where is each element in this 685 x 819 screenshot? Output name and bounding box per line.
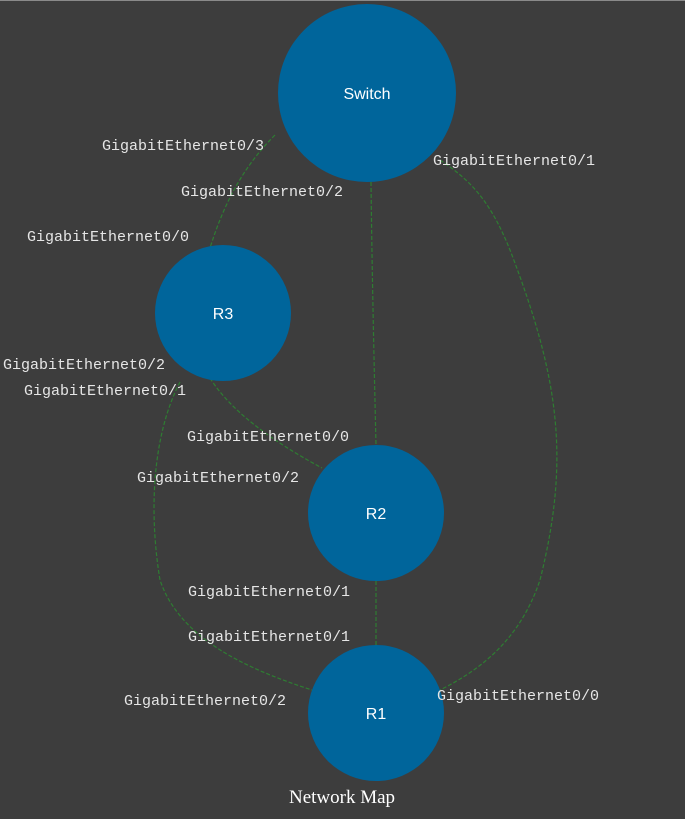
node-r3-circle[interactable]	[155, 245, 291, 381]
link-switch-r1	[439, 159, 558, 691]
port-label-r1-to-switch: GigabitEthernet0/0	[437, 688, 599, 705]
links-layer	[153, 134, 558, 691]
diagram-title: Network Map	[289, 787, 395, 808]
node-r2[interactable]: R2	[308, 445, 444, 581]
port-label-r1-to-r3: GigabitEthernet0/2	[124, 693, 286, 710]
port-labels-layer: GigabitEthernet0/3 GigabitEthernet0/0 Giga…	[3, 138, 599, 710]
node-r1[interactable]: R1	[308, 645, 444, 781]
port-label-r2-to-switch: GigabitEthernet0/0	[187, 429, 349, 446]
node-r1-label: R1	[366, 706, 387, 723]
port-label-switch-to-r1: GigabitEthernet0/1	[433, 153, 595, 170]
link-switch-r2	[370, 181, 377, 446]
node-r2-circle[interactable]	[308, 445, 444, 581]
node-r3[interactable]: R3	[155, 245, 291, 381]
node-r2-label: R2	[366, 506, 387, 523]
node-r3-label: R3	[213, 306, 234, 323]
port-label-r3-to-switch: GigabitEthernet0/0	[27, 229, 189, 246]
port-label-r2-to-r3: GigabitEthernet0/2	[137, 470, 299, 487]
node-switch-circle[interactable]	[278, 4, 456, 182]
link-r3-r1	[153, 381, 313, 691]
node-r1-circle[interactable]	[308, 645, 444, 781]
port-label-r1-to-r2: GigabitEthernet0/1	[188, 629, 350, 646]
top-border	[0, 0, 685, 1]
link-switch-r3	[209, 134, 276, 249]
port-label-r3-to-r2: GigabitEthernet0/1	[24, 383, 186, 400]
node-switch-label: Switch	[343, 86, 390, 103]
link-r3-r2	[209, 377, 323, 469]
node-switch[interactable]: Switch	[278, 4, 456, 182]
port-label-r2-to-r1: GigabitEthernet0/1	[188, 584, 350, 601]
nodes-layer: Switch R3 R2 R1	[155, 4, 456, 781]
port-label-switch-to-r2: GigabitEthernet0/2	[181, 184, 343, 201]
port-label-r3-to-r1: GigabitEthernet0/2	[3, 357, 165, 374]
port-label-switch-to-r3: GigabitEthernet0/3	[102, 138, 264, 155]
